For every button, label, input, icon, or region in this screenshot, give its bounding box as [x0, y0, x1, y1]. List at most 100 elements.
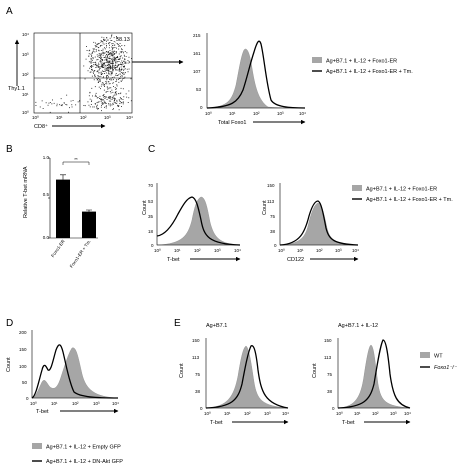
- event-dot: [124, 68, 126, 70]
- event-dot: [49, 111, 51, 113]
- event-dot: [79, 100, 81, 101]
- event-dot: [122, 88, 124, 90]
- event-dot: [117, 37, 119, 39]
- event-dot: [102, 103, 104, 105]
- event-dot: [123, 72, 125, 74]
- event-dot: [121, 45, 123, 46]
- event-dot: [97, 65, 99, 67]
- event-dot: [109, 56, 111, 58]
- event-dot: [111, 43, 113, 45]
- event-dot: [111, 59, 113, 61]
- event-dot: [108, 62, 109, 64]
- event-dot: [52, 99, 53, 101]
- event-dot: [119, 58, 121, 59]
- event-dot: [118, 109, 120, 111]
- event-dot: [101, 52, 103, 54]
- histogram-a-y-tick: 107: [193, 69, 201, 74]
- event-dot: [90, 61, 92, 62]
- event-dot: [108, 66, 110, 68]
- event-dot: [104, 106, 105, 108]
- event-dot: [108, 70, 110, 72]
- event-dot: [109, 53, 111, 55]
- event-dot: [115, 61, 117, 62]
- event-dot: [109, 61, 111, 63]
- event-dot: [123, 96, 125, 98]
- event-dot: [116, 103, 118, 104]
- event-dot: [94, 64, 96, 66]
- event-dot: [35, 101, 37, 103]
- event-dot: [68, 111, 69, 113]
- event-dot: [96, 59, 98, 61]
- event-dot: [118, 45, 119, 47]
- event-dot: [107, 67, 109, 68]
- event-dot: [103, 102, 105, 104]
- event-dot: [112, 96, 114, 98]
- event-dot: [99, 98, 100, 99]
- event-dot: [128, 90, 130, 92]
- event-dot: [118, 64, 120, 65]
- event-dot: [116, 85, 118, 87]
- event-dot: [95, 63, 97, 65]
- event-dot: [116, 57, 117, 58]
- event-dot: [111, 72, 113, 74]
- event-dot: [110, 71, 112, 73]
- event-dot: [98, 64, 100, 65]
- c-right-y-tick: 113: [267, 199, 275, 204]
- e-right-y-label: Count: [312, 363, 318, 378]
- bar: [82, 211, 96, 238]
- event-dot: [53, 102, 55, 104]
- event-dot: [108, 100, 110, 102]
- event-dot: [111, 60, 113, 62]
- event-dot: [101, 60, 103, 62]
- event-dot: [98, 49, 100, 51]
- event-dot: [94, 103, 96, 104]
- event-dot: [103, 99, 104, 101]
- event-dot: [110, 79, 112, 81]
- panel-e-left-histogram: Ag+B7.1 Count 150 113 75 38 0 10⁰ 10¹ 10…: [179, 323, 289, 426]
- histogram-a-y-tick: 0: [200, 105, 203, 110]
- event-dot: [116, 75, 118, 76]
- event-dot: [110, 77, 112, 79]
- event-dot: [98, 69, 100, 71]
- event-dot: [96, 50, 97, 52]
- event-dot: [64, 102, 65, 104]
- event-dot: [95, 67, 97, 68]
- event-dot: [98, 67, 100, 68]
- legend-entry: Foxo1⁻/⁻: [434, 365, 458, 371]
- event-dot: [102, 95, 104, 97]
- legend-swatch-filled: [420, 352, 430, 358]
- event-dot: [115, 94, 117, 96]
- event-dot: [92, 48, 94, 50]
- panel-d-histogram: Count 200 150 100 50 0 10⁰ 10¹ 10² 10³ 1…: [6, 330, 119, 415]
- event-dot: [110, 63, 112, 64]
- event-dot: [106, 59, 108, 61]
- event-dot: [103, 52, 104, 54]
- event-dot: [107, 65, 109, 66]
- event-dot: [115, 69, 117, 71]
- event-dot: [97, 108, 99, 110]
- histogram-a-y-tick: 161: [193, 51, 201, 56]
- event-dot: [107, 86, 108, 88]
- event-dot: [121, 79, 123, 81]
- event-dot: [65, 104, 67, 105]
- event-dot: [66, 104, 68, 106]
- event-dot: [124, 51, 126, 52]
- event-dot: [61, 104, 63, 105]
- event-dot: [117, 66, 119, 68]
- event-dot: [61, 105, 63, 107]
- event-dot: [98, 66, 99, 68]
- d-axes: [31, 330, 118, 399]
- event-dot: [108, 47, 110, 49]
- event-dot: [112, 67, 114, 68]
- e-left-x-tick: 10³: [264, 411, 271, 416]
- event-dot: [106, 58, 108, 60]
- bar-category-label: Foxo1-ER: [50, 238, 66, 258]
- event-dot: [98, 80, 100, 82]
- event-dot: [113, 44, 115, 46]
- event-dot: [107, 75, 109, 76]
- event-dot: [119, 56, 121, 58]
- event-dot: [105, 64, 107, 66]
- event-dot: [45, 102, 47, 104]
- dot-plot-frame: [33, 32, 133, 114]
- legend-swatch-filled: [312, 57, 322, 63]
